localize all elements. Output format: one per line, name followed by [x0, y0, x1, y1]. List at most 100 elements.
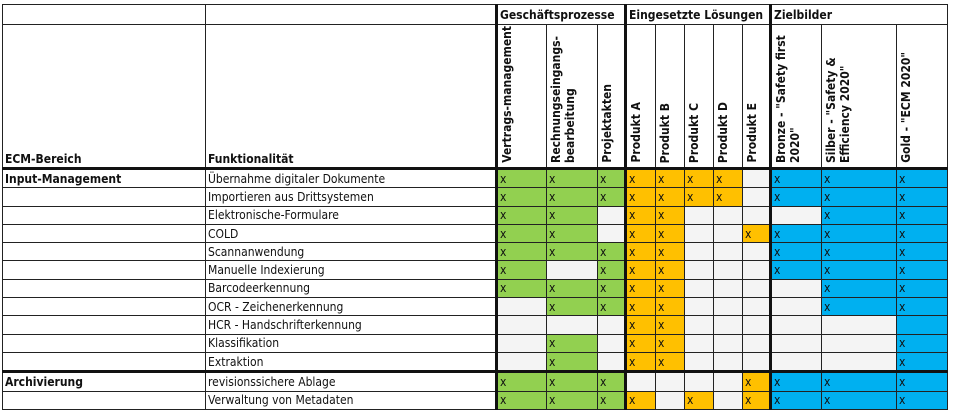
matrix-cell	[546, 315, 598, 335]
matrix-cell: x	[546, 333, 598, 353]
matrix-cell	[624, 370, 656, 392]
matrix-cell	[713, 260, 743, 280]
table-row: Manuelle Indexierung x x x x x x x	[2, 260, 948, 280]
matrix-cell: x	[495, 278, 547, 299]
matrix-cell: x	[624, 278, 656, 299]
matrix-cell	[742, 315, 771, 335]
matrix-cell	[597, 205, 626, 225]
ecm-bereich-cell	[2, 205, 206, 225]
matrix-cell	[769, 351, 822, 373]
matrix-cell: x	[896, 390, 948, 410]
matrix-cell	[684, 242, 714, 262]
column-header-label: Gold - "ECM 2020"	[899, 52, 913, 163]
matrix-cell	[742, 166, 771, 189]
matrix-cell: x	[821, 187, 897, 207]
table-row: Importieren aus Drittsystemen x x x x x x x x x x	[2, 187, 948, 207]
matrix-cell: x	[546, 390, 598, 410]
matrix-cell: x	[821, 370, 897, 392]
matrix-cell: x	[769, 223, 822, 244]
matrix-cell	[742, 278, 771, 299]
matrix-cell	[684, 333, 714, 353]
matrix-cell: x	[655, 205, 685, 225]
ecm-bereich-cell	[2, 242, 206, 262]
matrix-cell: x	[684, 390, 714, 410]
matrix-cell: x	[769, 166, 822, 189]
matrix-cell: x	[896, 223, 948, 244]
matrix-cell	[713, 333, 743, 353]
matrix-cell	[742, 333, 771, 353]
table-row: Archivierung revisionssichere Ablage x x x x x…	[2, 370, 948, 392]
matrix-cell: x	[495, 166, 547, 189]
matrix-cell: x	[896, 370, 948, 392]
matrix-cell	[713, 370, 743, 392]
matrix-cell: x	[769, 390, 822, 410]
matrix-cell: x	[655, 297, 685, 317]
matrix-cell: x	[624, 242, 656, 262]
matrix-cell	[713, 297, 743, 317]
matrix-cell	[713, 205, 743, 225]
matrix-cell	[713, 242, 743, 262]
matrix-cell	[713, 278, 743, 299]
header-funktionalitaet: Funktionalität	[205, 24, 497, 169]
ecm-bereich-cell	[2, 333, 206, 353]
matrix-cell: x	[597, 370, 626, 392]
table-row: Klassifikation x x x x	[2, 333, 948, 353]
matrix-cell	[684, 315, 714, 335]
matrix-cell: x	[821, 223, 897, 244]
matrix-cell	[495, 351, 547, 373]
ecm-bereich-cell	[2, 223, 206, 244]
matrix-cell: x	[655, 260, 685, 280]
matrix-cell: x	[546, 370, 598, 392]
matrix-cell: x	[546, 223, 598, 244]
matrix-cell: x	[597, 166, 626, 189]
matrix-cell	[597, 315, 626, 335]
matrix-cell: x	[597, 390, 626, 410]
table-row: Verwaltung von Metadaten x x x x x x x x x	[2, 390, 948, 410]
matrix-cell	[495, 315, 547, 335]
matrix-cell: x	[713, 166, 743, 189]
column-header-label: Projektakten	[600, 84, 614, 163]
matrix-cell	[742, 187, 771, 207]
matrix-cell	[684, 351, 714, 373]
matrix-cell	[495, 333, 547, 353]
matrix-cell: x	[597, 187, 626, 207]
matrix-cell: x	[495, 223, 547, 244]
matrix-cell	[769, 205, 822, 225]
matrix-cell: x	[495, 370, 547, 392]
matrix-cell: x	[655, 315, 685, 335]
column-header-label: Produkt B	[658, 102, 672, 163]
funktion-cell: Verwaltung von Metadaten	[205, 390, 497, 410]
matrix-cell: x	[597, 242, 626, 262]
funktion-cell: Barcodeerkennung	[205, 278, 497, 299]
matrix-cell: x	[896, 166, 948, 189]
column-header: Produkt C	[684, 24, 714, 169]
ecm-bereich-cell	[2, 278, 206, 299]
ecm-matrix: Geschäftsprozesse Eingesetzte Lösungen Z…	[2, 4, 948, 410]
matrix-cell	[546, 260, 598, 280]
ecm-table: Geschäftsprozesse Eingesetzte Lösungen Z…	[2, 4, 948, 410]
matrix-cell	[713, 223, 743, 244]
table-row: Elektronische-Formulare x x x x x x	[2, 205, 948, 225]
matrix-cell: x	[742, 223, 771, 244]
matrix-cell: x	[655, 166, 685, 189]
matrix-cell	[896, 315, 948, 335]
matrix-cell: x	[655, 333, 685, 353]
funktion-cell: Scannanwendung	[205, 242, 497, 262]
matrix-cell	[769, 278, 822, 299]
funktion-cell: Extraktion	[205, 351, 497, 373]
matrix-cell: x	[821, 260, 897, 280]
table-row: Barcodeerkennung x x x x x x x	[2, 278, 948, 299]
column-header-label: Produkt A	[629, 102, 643, 163]
empty-header	[205, 4, 497, 25]
column-header-label: Produkt D	[716, 101, 730, 163]
matrix-cell	[684, 223, 714, 244]
matrix-cell: x	[546, 278, 598, 299]
matrix-cell: x	[821, 390, 897, 410]
column-header-label: Silber - "Safety & Efficiency 2020"	[824, 57, 852, 163]
funktion-cell: revisionssichere Ablage	[205, 370, 497, 392]
matrix-cell	[713, 315, 743, 335]
matrix-cell: x	[896, 205, 948, 225]
matrix-cell: x	[821, 205, 897, 225]
matrix-cell: x	[597, 297, 626, 317]
matrix-cell	[821, 351, 897, 373]
